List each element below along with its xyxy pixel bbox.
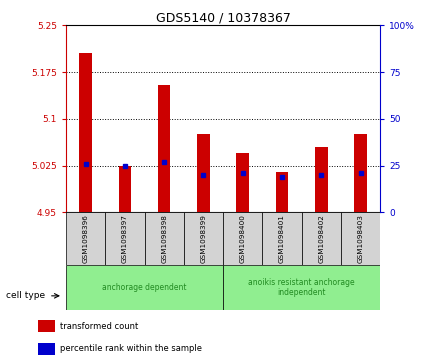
Bar bbox=[276, 172, 289, 212]
Bar bbox=[184, 212, 223, 265]
Bar bbox=[144, 212, 184, 265]
Bar bbox=[197, 134, 210, 212]
Bar bbox=[119, 166, 131, 212]
Bar bbox=[341, 212, 380, 265]
Text: GSM1098402: GSM1098402 bbox=[318, 214, 324, 263]
Bar bbox=[38, 343, 54, 355]
Bar bbox=[315, 147, 328, 212]
Text: anchorage dependent: anchorage dependent bbox=[102, 283, 187, 292]
Bar bbox=[302, 212, 341, 265]
Text: anoikis resistant anchorage
independent: anoikis resistant anchorage independent bbox=[249, 278, 355, 297]
Text: GSM1098396: GSM1098396 bbox=[82, 214, 88, 263]
Text: percentile rank within the sample: percentile rank within the sample bbox=[60, 344, 202, 354]
Text: GSM1098401: GSM1098401 bbox=[279, 214, 285, 263]
Bar bbox=[236, 153, 249, 212]
Bar bbox=[223, 212, 262, 265]
Text: GSM1098397: GSM1098397 bbox=[122, 214, 128, 263]
Bar bbox=[38, 320, 54, 333]
Bar bbox=[223, 265, 380, 310]
Bar bbox=[105, 212, 144, 265]
Text: GSM1098399: GSM1098399 bbox=[201, 214, 207, 263]
Bar bbox=[66, 265, 223, 310]
Text: GSM1098400: GSM1098400 bbox=[240, 214, 246, 263]
Text: GSM1098403: GSM1098403 bbox=[358, 214, 364, 263]
Bar bbox=[354, 134, 367, 212]
Title: GDS5140 / 10378367: GDS5140 / 10378367 bbox=[156, 11, 291, 24]
Bar bbox=[66, 212, 105, 265]
Text: cell type: cell type bbox=[6, 291, 45, 300]
Text: GSM1098398: GSM1098398 bbox=[161, 214, 167, 263]
Bar bbox=[158, 85, 170, 212]
Text: transformed count: transformed count bbox=[60, 322, 139, 331]
Bar bbox=[79, 53, 92, 212]
Bar bbox=[262, 212, 302, 265]
